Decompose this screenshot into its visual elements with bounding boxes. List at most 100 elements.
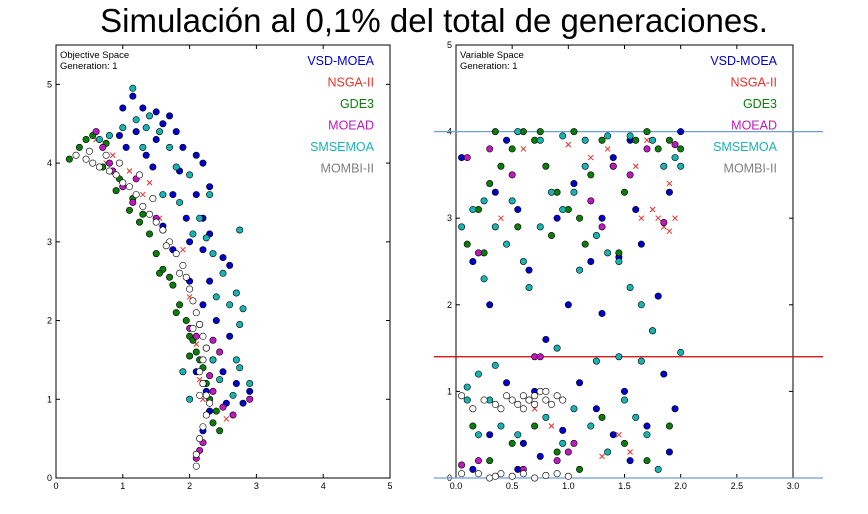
variable-y-tick-label: 1 (447, 386, 452, 396)
objective-point-gde3 (192, 348, 200, 356)
variable-point-smsemoa (637, 357, 645, 365)
variable-point-gde3 (508, 439, 516, 447)
variable-point-nsga-ii (616, 431, 622, 438)
variable-point-gde3 (620, 439, 628, 447)
variable-x-tick-label: 1.0 (562, 481, 575, 491)
variable-legend-gde3: GDE3 (743, 97, 777, 111)
objective-point-smsemoa (246, 380, 254, 388)
objective-point-vsd-moea (139, 104, 147, 112)
objective-point-gde3 (75, 143, 83, 151)
objective-point-vsd-moea (219, 368, 227, 376)
objective-point-smsemoa (232, 289, 240, 297)
objective-point-vsd-moea (122, 143, 130, 151)
variable-point-vsd-moea (503, 379, 511, 387)
objective-point-smsemoa (206, 191, 214, 199)
variable-point-vsd-moea (469, 465, 477, 473)
objective-point-mombi-ii (202, 391, 210, 399)
objective-point-vsd-moea (246, 387, 254, 395)
variable-point-nsga-ii (666, 180, 673, 187)
objective-point-smsemoa (189, 230, 197, 238)
variable-point-mombi-ii (525, 396, 533, 404)
objective-point-moead (229, 411, 237, 419)
objective-point-moead (105, 159, 113, 167)
objective-point-mombi-ii (172, 250, 180, 258)
variable-point-moead (598, 223, 606, 231)
variable-point-nsga-ii (565, 141, 572, 148)
variable-point-smsemoa (458, 223, 466, 231)
objective-point-smsemoa (179, 368, 187, 376)
variable-point-smsemoa (559, 132, 567, 140)
variable-point-smsemoa (570, 405, 578, 413)
objective-y-tick-label: 5 (47, 79, 52, 89)
variable-point-smsemoa (559, 206, 567, 214)
objective-point-mombi-ii (159, 226, 167, 234)
objective-point-mombi-ii (95, 163, 103, 171)
objective-point-mombi-ii (186, 285, 194, 293)
objective-point-vsd-moea (142, 151, 150, 159)
objective-point-smsemoa (132, 116, 140, 124)
variable-point-gde3 (553, 448, 561, 456)
variable-point-nsga-ii (599, 453, 605, 460)
objective-point-smsemoa (176, 198, 184, 206)
objective-point-smsemoa (146, 112, 154, 120)
variable-point-vsd-moea (553, 214, 561, 222)
variable-point-vsd-moea (564, 301, 572, 309)
objective-point-mombi-ii (179, 261, 187, 269)
variable-point-smsemoa (503, 240, 511, 248)
variable-point-mombi-ii (508, 472, 516, 480)
objective-point-moead (209, 387, 217, 395)
variable-point-vsd-moea (620, 387, 628, 395)
variable-y-tick-label: 2 (447, 300, 452, 310)
variable-point-mombi-ii (559, 396, 567, 404)
objective-x-tick-label: 1 (120, 481, 125, 491)
objective-point-vsd-moea (212, 317, 220, 325)
objective-point-gde3 (172, 309, 180, 317)
variable-point-smsemoa (587, 422, 595, 430)
objective-point-mombi-ii (162, 242, 170, 250)
objective-point-vsd-moea (226, 261, 234, 269)
objective-point-gde3 (65, 155, 73, 163)
objective-point-mombi-ii (132, 191, 140, 199)
objective-point-smsemoa (186, 395, 194, 403)
variable-point-vsd-moea (503, 136, 511, 144)
objective-point-mombi-ii (199, 356, 207, 364)
variable-plot-frame (455, 44, 794, 479)
variable-legend-nsga-ii: NSGA-II (730, 76, 777, 90)
variable-legend-moead: MOEAD (731, 119, 777, 133)
variable-point-smsemoa (480, 275, 488, 283)
objective-point-smsemoa (216, 376, 224, 384)
variable-point-vsd-moea (559, 426, 567, 434)
objective-point-vsd-moea (149, 163, 157, 171)
variable-point-vsd-moea (514, 206, 522, 214)
objective-point-smsemoa (239, 305, 247, 313)
objective-point-gde3 (112, 187, 120, 195)
variable-point-vsd-moea (637, 240, 645, 248)
objective-point-mombi-ii (149, 195, 157, 203)
variable-point-smsemoa (604, 249, 612, 257)
objective-point-mombi-ii (192, 450, 200, 458)
variable-point-mombi-ii (469, 405, 477, 413)
objective-point-vsd-moea (232, 380, 240, 388)
variable-point-smsemoa (519, 257, 527, 265)
objective-point-smsemoa (129, 84, 137, 92)
objective-point-gde3 (209, 419, 217, 427)
variable-point-vsd-moea (609, 431, 617, 439)
variable-point-vsd-moea (609, 154, 617, 162)
variable-header-line: Generation: 1 (460, 61, 518, 72)
objective-point-mombi-ii (199, 423, 207, 431)
objective-point-gde3 (186, 352, 194, 360)
objective-point-mombi-ii (199, 332, 207, 340)
variable-point-smsemoa (592, 357, 600, 365)
variable-point-vsd-moea (643, 422, 651, 430)
objective-point-vsd-moea (199, 301, 207, 309)
variable-point-smsemoa (654, 465, 662, 473)
objective-point-vsd-moea (129, 92, 137, 100)
variable-x-tick-label: 2.5 (731, 481, 744, 491)
variable-point-smsemoa (632, 413, 640, 421)
objective-point-mombi-ii (136, 171, 144, 179)
variable-point-smsemoa (463, 396, 471, 404)
variable-point-smsemoa (677, 162, 685, 170)
variable-point-mombi-ii (503, 392, 511, 400)
variable-point-mombi-ii (491, 400, 499, 408)
